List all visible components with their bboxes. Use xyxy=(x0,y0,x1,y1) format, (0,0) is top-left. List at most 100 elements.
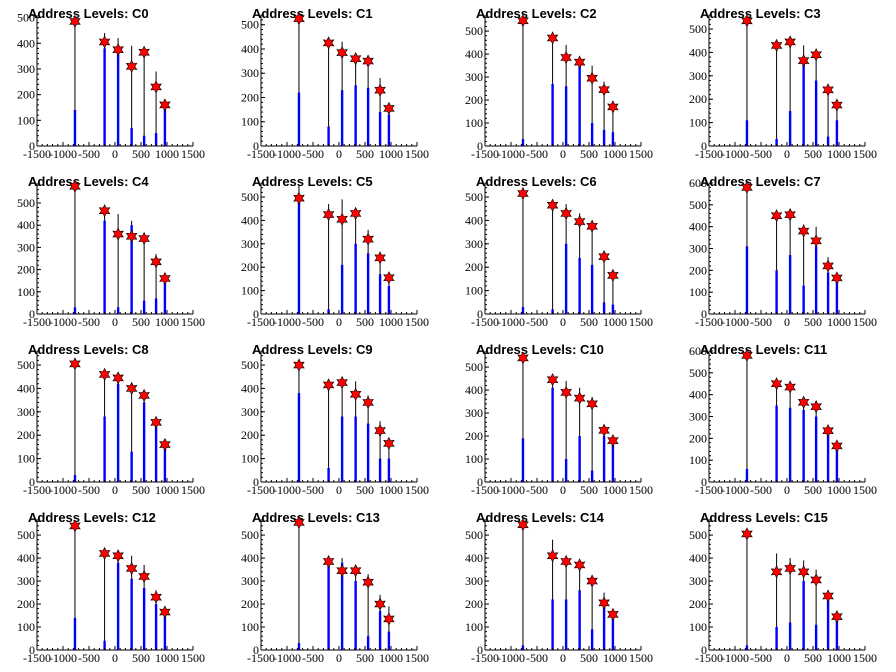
star-marker-5 xyxy=(374,83,386,97)
star-marker-4 xyxy=(810,400,822,414)
bar-blue-0 xyxy=(297,393,301,482)
x-tick-label-0: -1500 xyxy=(247,315,275,329)
bar-blue-3 xyxy=(354,416,357,482)
bar-blue-2 xyxy=(788,255,792,314)
bar-blue-3 xyxy=(802,57,805,146)
star-marker-1 xyxy=(770,209,783,223)
star-marker-1 xyxy=(98,204,111,218)
chart-svg: Address Levels: C13 0 100 200 300 400 500 -1500… xyxy=(241,510,429,665)
y-tick-label-1: 100 xyxy=(17,452,35,466)
star-marker-4 xyxy=(586,397,598,411)
y-tick-label-0: 0 xyxy=(29,139,35,153)
x-tick-label-5: 1000 xyxy=(379,315,403,329)
x-tick-label-0: -1500 xyxy=(471,483,499,497)
bar-blue-1 xyxy=(103,640,106,650)
x-tick-label-0: -1500 xyxy=(247,147,275,161)
star-marker-6 xyxy=(159,271,171,286)
y-tick-label-1: 100 xyxy=(689,620,707,634)
x-tick-label-2: -500 xyxy=(526,147,548,161)
x-tick-label-4: 500 xyxy=(804,147,822,161)
y-tick-label-5: 500 xyxy=(241,528,259,542)
y-tick-label-0: 0 xyxy=(701,643,707,657)
star-marker-3 xyxy=(573,391,586,405)
x-tick-label-3: 0 xyxy=(784,315,790,329)
x-tick-label-2: -500 xyxy=(526,315,548,329)
y-tick-label-4: 400 xyxy=(465,551,483,565)
star-marker-6 xyxy=(159,437,171,452)
star-marker-6 xyxy=(159,605,171,619)
star-marker-5 xyxy=(598,250,610,264)
y-tick-label-1: 100 xyxy=(465,620,483,634)
star-marker-3 xyxy=(349,206,362,221)
star-marker-5 xyxy=(150,80,162,94)
x-tick-label-1: -1000 xyxy=(273,315,301,329)
bar-blue-3 xyxy=(802,285,805,314)
bar-blue-3 xyxy=(802,409,805,482)
x-tick-label-0: -1500 xyxy=(23,483,51,497)
bar-blue-0 xyxy=(745,468,749,482)
star-marker-1 xyxy=(322,36,335,50)
star-marker-0 xyxy=(69,14,81,29)
bar-blue-6 xyxy=(163,278,167,314)
x-tick-label-1: -1000 xyxy=(49,651,77,665)
chart-panel-c8: Address Levels: C8 0 100 200 300 400 500 -1500-… xyxy=(0,336,224,504)
y-tick-label-1: 100 xyxy=(465,284,483,298)
y-tick-label-5: 500 xyxy=(465,360,483,374)
bar-blue-3 xyxy=(578,65,581,146)
y-tick-label-5: 500 xyxy=(17,11,35,25)
chart-title: Address Levels: C13 xyxy=(252,510,380,525)
bar-blue-6 xyxy=(387,285,391,314)
y-tick-label-5: 500 xyxy=(689,22,707,36)
star-marker-4 xyxy=(586,219,598,233)
chart-panel-c6: Address Levels: C6 0 100 200 300 400 500 -1500-… xyxy=(448,168,672,336)
x-tick-label-6: 1500 xyxy=(405,483,429,497)
y-tick-label-3: 300 xyxy=(17,574,35,588)
star-marker-2 xyxy=(560,50,572,65)
y-tick-label-3: 300 xyxy=(241,66,259,80)
y-tick-label-2: 200 xyxy=(465,597,483,611)
bar-blue-2 xyxy=(564,599,568,650)
bar-blue-3 xyxy=(354,85,357,146)
chart-svg: Address Levels: C90100200300400500-1500-… xyxy=(241,342,429,497)
y-tick-label-0: 0 xyxy=(253,475,259,489)
y-tick-label-5: 500 xyxy=(17,358,35,372)
y-tick-label-1: 100 xyxy=(241,115,259,129)
star-marker-4 xyxy=(362,232,374,246)
x-tick-label-4: 500 xyxy=(356,651,374,665)
x-tick-label-5: 1000 xyxy=(155,147,179,161)
star-marker-6 xyxy=(831,610,843,624)
bar-blue-0 xyxy=(297,199,301,314)
star-marker-2 xyxy=(784,35,796,49)
x-tick-label-4: 500 xyxy=(804,315,822,329)
chart-title: Address Levels: C14 xyxy=(476,510,605,525)
y-tick-label-1: 100 xyxy=(241,452,259,466)
x-tick-label-3: 0 xyxy=(560,483,566,497)
y-tick-label-5: 500 xyxy=(241,358,259,372)
star-marker-6 xyxy=(383,436,395,451)
star-marker-0 xyxy=(69,179,81,194)
bar-blue-0 xyxy=(745,120,749,146)
star-marker-5 xyxy=(374,423,386,438)
x-tick-label-1: -1000 xyxy=(721,483,749,497)
star-marker-5 xyxy=(598,596,610,610)
star-marker-3 xyxy=(797,224,810,238)
bar-blue-2 xyxy=(116,53,120,146)
bar-blue-5 xyxy=(602,436,606,482)
bar-blue-4 xyxy=(142,587,146,650)
x-tick-label-5: 1000 xyxy=(827,483,851,497)
star-marker-3 xyxy=(349,51,362,66)
star-marker-2 xyxy=(784,561,796,576)
star-marker-2 xyxy=(336,45,348,60)
star-marker-4 xyxy=(586,574,598,588)
x-tick-label-3: 0 xyxy=(336,147,342,161)
x-tick-label-0: -1500 xyxy=(247,651,275,665)
x-tick-label-2: -500 xyxy=(302,147,324,161)
x-tick-label-4: 500 xyxy=(132,651,150,665)
x-tick-label-4: 500 xyxy=(580,147,598,161)
star-marker-3 xyxy=(797,395,810,409)
star-marker-0 xyxy=(69,357,81,371)
chart-panel-c0: Address Levels: C0 0 100 200 300 400 500 -1500-… xyxy=(0,0,224,168)
y-tick-label-1: 100 xyxy=(689,285,707,299)
y-tick-label-4: 400 xyxy=(241,42,259,56)
star-marker-1 xyxy=(322,378,335,392)
